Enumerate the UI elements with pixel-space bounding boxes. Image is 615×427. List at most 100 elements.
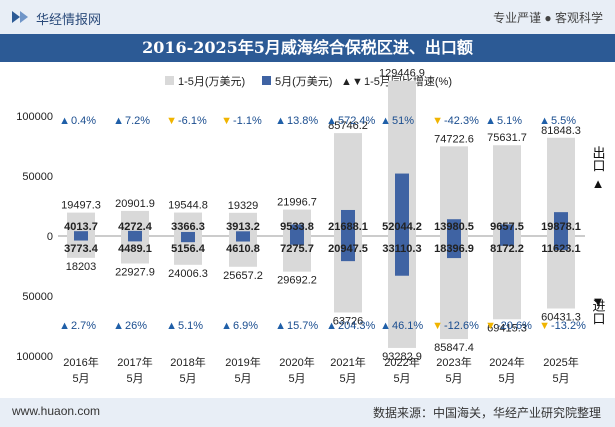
import-ytd-label: 25657.2 [223,270,263,282]
x-tick-year: 2025年 [543,355,578,369]
legend-ytd-swatch [165,76,174,85]
import-month-label: 7275.7 [280,243,314,255]
export-side-label: 出口 [591,146,606,172]
export-yoy-label: -42.3% [444,115,479,127]
x-tick-month: 5月 [552,373,569,385]
export-yoy-label: 5.5% [551,115,576,127]
import-yoy-label: -13.2% [551,320,586,332]
export-month-label: 21688.1 [328,221,368,233]
export-yoy-label: 5.1% [497,115,522,127]
import-ytd-label: 63726 [333,315,364,327]
import-month-label: 8172.2 [490,243,524,255]
export-yoy-label: 51% [392,115,414,127]
import-ytd-label: 29692.2 [277,275,317,287]
export-yoy-label-arrow-icon: ▼ [166,115,177,127]
export-month-label: 9657.5 [490,221,524,233]
export-yoy-label: 7.2% [125,115,150,127]
import-yoy-label-arrow-icon: ▲ [326,320,337,332]
month-bar [554,212,568,250]
import-yoy-label: -12.6% [444,320,479,332]
import-month-label: 33110.3 [382,243,421,255]
export-month-label: 3366.3 [171,221,205,233]
export-yoy-label: 572.4% [338,115,376,127]
import-yoy-label: 5.1% [178,320,203,332]
import-month-label: 20947.5 [328,243,368,255]
legend-month-label: 5月(万美元) [275,75,332,88]
data-labels: 19497.3 4013.7 3773.4 18203 20901.9 4272.4 448… [61,68,581,363]
export-yoy-label-arrow-icon: ▲ [275,115,286,127]
month-bar [341,209,355,262]
y-tick-label: 100000 [16,351,53,363]
export-yoy-label-arrow-icon: ▲ [59,115,70,127]
month-bar [290,224,304,245]
export-ytd-label: 19544.8 [168,200,208,212]
import-yoy-label: 46.1% [392,320,423,332]
brand-name: 华经情报网 [36,12,102,27]
import-month-label: 18396.9 [434,243,474,255]
x-tick-month: 5月 [445,373,462,385]
import-yoy-label-arrow-icon: ▼ [432,320,443,332]
x-tick-month: 5月 [288,373,305,385]
chart: 1-5月(万美元)5月(万美元)▲▼1-5月同比增速(%) 2000001500… [16,62,606,385]
import-yoy-label-arrow-icon: ▲ [221,320,232,332]
legend-month-swatch [262,76,271,85]
y-tick-label: 0 [47,231,53,243]
export-yoy-label-arrow-icon: ▲ [326,115,337,127]
export-yoy-label-arrow-icon: ▲ [485,115,496,127]
export-yoy-label-arrow-icon: ▼ [221,115,232,127]
y-tick-label: 150000 [16,62,53,63]
import-ytd-label: 93282.9 [382,351,422,363]
month-bar [74,231,88,241]
export-yoy-label: 0.4% [71,115,96,127]
export-yoy-label-arrow-icon: ▼ [432,115,443,127]
import-yoy-label: 26% [125,320,147,332]
x-tick-year: 2019年 [225,355,260,369]
import-ytd-label: 18203 [66,261,97,273]
import-yoy-label-arrow-icon: ▼ [539,320,550,332]
x-tick-year: 2022年 [384,355,419,369]
import-yoy-label: 15.7% [287,320,318,332]
export-month-label: 4272.4 [118,221,153,233]
month-bar [181,231,195,243]
month-bar [236,231,250,242]
top-bar: 华经情报网 专业严谨 ● 客观科学 [0,0,615,34]
export-month-label: 9533.8 [280,221,314,233]
x-tick-month: 5月 [234,373,251,385]
export-ytd-label: 19329 [228,200,259,212]
export-yoy-label: -1.1% [233,115,262,127]
import-month-label: 3773.4 [64,243,99,255]
y-tick-label: 100000 [16,111,53,123]
import-yoy-label: 6.9% [233,320,258,332]
x-tick-year: 2023年 [436,355,471,369]
bars [67,80,575,348]
x-tick-year: 2017年 [117,355,152,369]
import-month-label: 11623.1 [541,243,580,255]
import-arrow-icon: ▼ [592,294,605,309]
import-month-label: 4489.1 [118,243,152,255]
export-month-label: 13980.5 [434,221,474,233]
chart-title: 2016-2025年5月威海综合保税区进、出口额 [0,34,615,62]
slogan: 专业严谨 ● 客观科学 [493,11,603,25]
import-ytd-label: 69415.3 [487,322,527,334]
x-tick-year: 2016年 [63,355,98,369]
yoy-labels: ▲ 0.4%▲ 2.7%▲ 7.2%▲ 26%▼ -6.1%▲ 5.1%▼ -1.1%▲ 6.9… [59,115,586,332]
import-yoy-label-arrow-icon: ▲ [166,320,177,332]
export-yoy-label-arrow-icon: ▲ [380,115,391,127]
export-yoy-label: 13.8% [287,115,318,127]
export-month-label: 52044.2 [382,221,422,233]
import-ytd-label: 24006.3 [168,268,208,280]
import-yoy-label: 2.7% [71,320,96,332]
import-yoy-label-arrow-icon: ▲ [113,320,124,332]
month-bar [395,173,409,276]
month-bar [500,224,514,246]
import-month-label: 4610.8 [226,243,260,255]
x-tick-month: 5月 [72,373,89,385]
export-ytd-label: 74722.6 [434,133,474,145]
import-side-label: 进口 [591,299,606,325]
export-yoy-label-arrow-icon: ▲ [539,115,550,127]
import-yoy-label: -20.6% [497,320,532,332]
month-bar [447,219,461,259]
export-yoy-label: -6.1% [178,115,207,127]
import-yoy-label-arrow-icon: ▲ [275,320,286,332]
x-tick-year: 2020年 [279,355,314,369]
